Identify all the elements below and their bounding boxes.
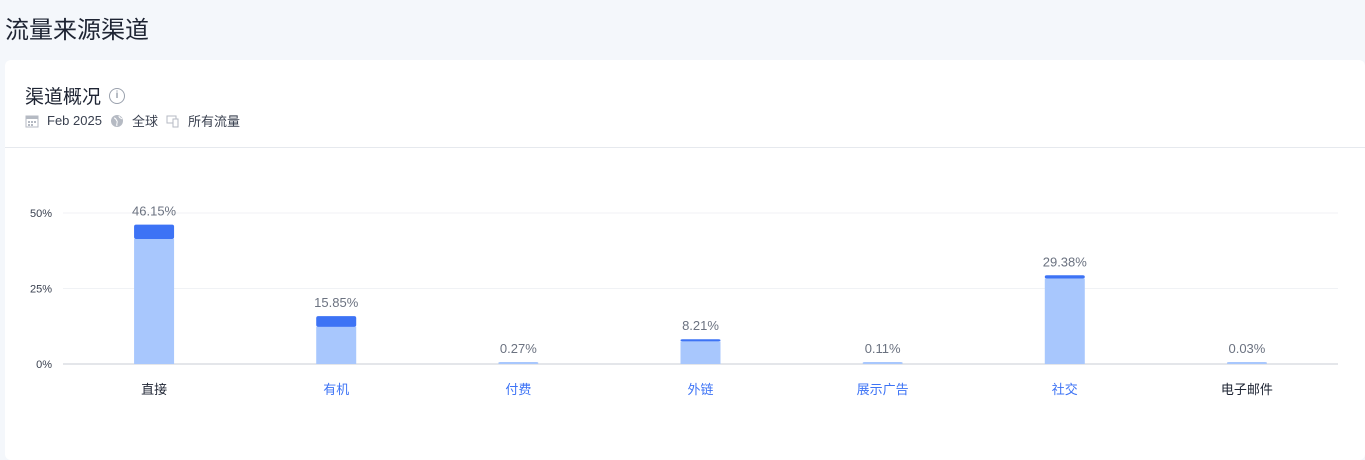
- globe-icon: [110, 114, 123, 127]
- channel-overview-card: 渠道概况 i Feb 2025 全球 所有流量: [5, 60, 1365, 460]
- devices-icon: [166, 115, 179, 127]
- x-category-label[interactable]: 付费: [505, 382, 531, 397]
- card-title-text: 渠道概况: [25, 87, 102, 108]
- x-category-label: 电子邮件: [1221, 382, 1273, 397]
- data-label: 15.85%: [314, 295, 359, 310]
- bar-segment: [316, 316, 357, 327]
- x-category-label[interactable]: 社交: [1052, 382, 1078, 397]
- bar-segment: [862, 362, 903, 364]
- y-tick-label: 25%: [30, 284, 52, 296]
- bar-segment: [1044, 275, 1085, 279]
- bar-segment: [316, 326, 357, 364]
- x-category-label[interactable]: 外链: [687, 382, 713, 397]
- bar-segment: [1226, 362, 1267, 364]
- filter-bar: Feb 2025 全球 所有流量: [25, 111, 240, 130]
- data-label: 46.15%: [132, 204, 177, 219]
- bar-segment: [134, 238, 175, 364]
- bar-segment: [680, 339, 721, 342]
- info-icon[interactable]: i: [109, 87, 126, 104]
- x-category-label: 直接: [141, 382, 167, 397]
- calendar-icon: [25, 115, 39, 127]
- traffic-filter[interactable]: 所有流量: [187, 114, 240, 129]
- data-label: 8.21%: [682, 318, 719, 333]
- bar-segment: [498, 362, 539, 364]
- region-filter[interactable]: 全球: [131, 114, 158, 129]
- data-label: 0.27%: [500, 341, 537, 356]
- y-tick-label: 0%: [36, 359, 52, 371]
- card-title: 渠道概况 i: [25, 82, 126, 109]
- data-label: 29.38%: [1043, 254, 1088, 269]
- bar-segment: [1044, 278, 1085, 364]
- data-label: 0.11%: [865, 341, 901, 356]
- x-category-label[interactable]: 有机: [323, 382, 349, 397]
- page-title: 流量来源渠道: [5, 17, 149, 44]
- divider: [5, 147, 1365, 148]
- bar-segment: [680, 341, 721, 364]
- data-label: 0.03%: [1228, 341, 1265, 356]
- x-category-label[interactable]: 展示广告: [857, 382, 909, 397]
- date-filter[interactable]: Feb 2025: [47, 113, 102, 128]
- bar-segment: [134, 224, 175, 239]
- y-tick-label: 50%: [30, 208, 52, 220]
